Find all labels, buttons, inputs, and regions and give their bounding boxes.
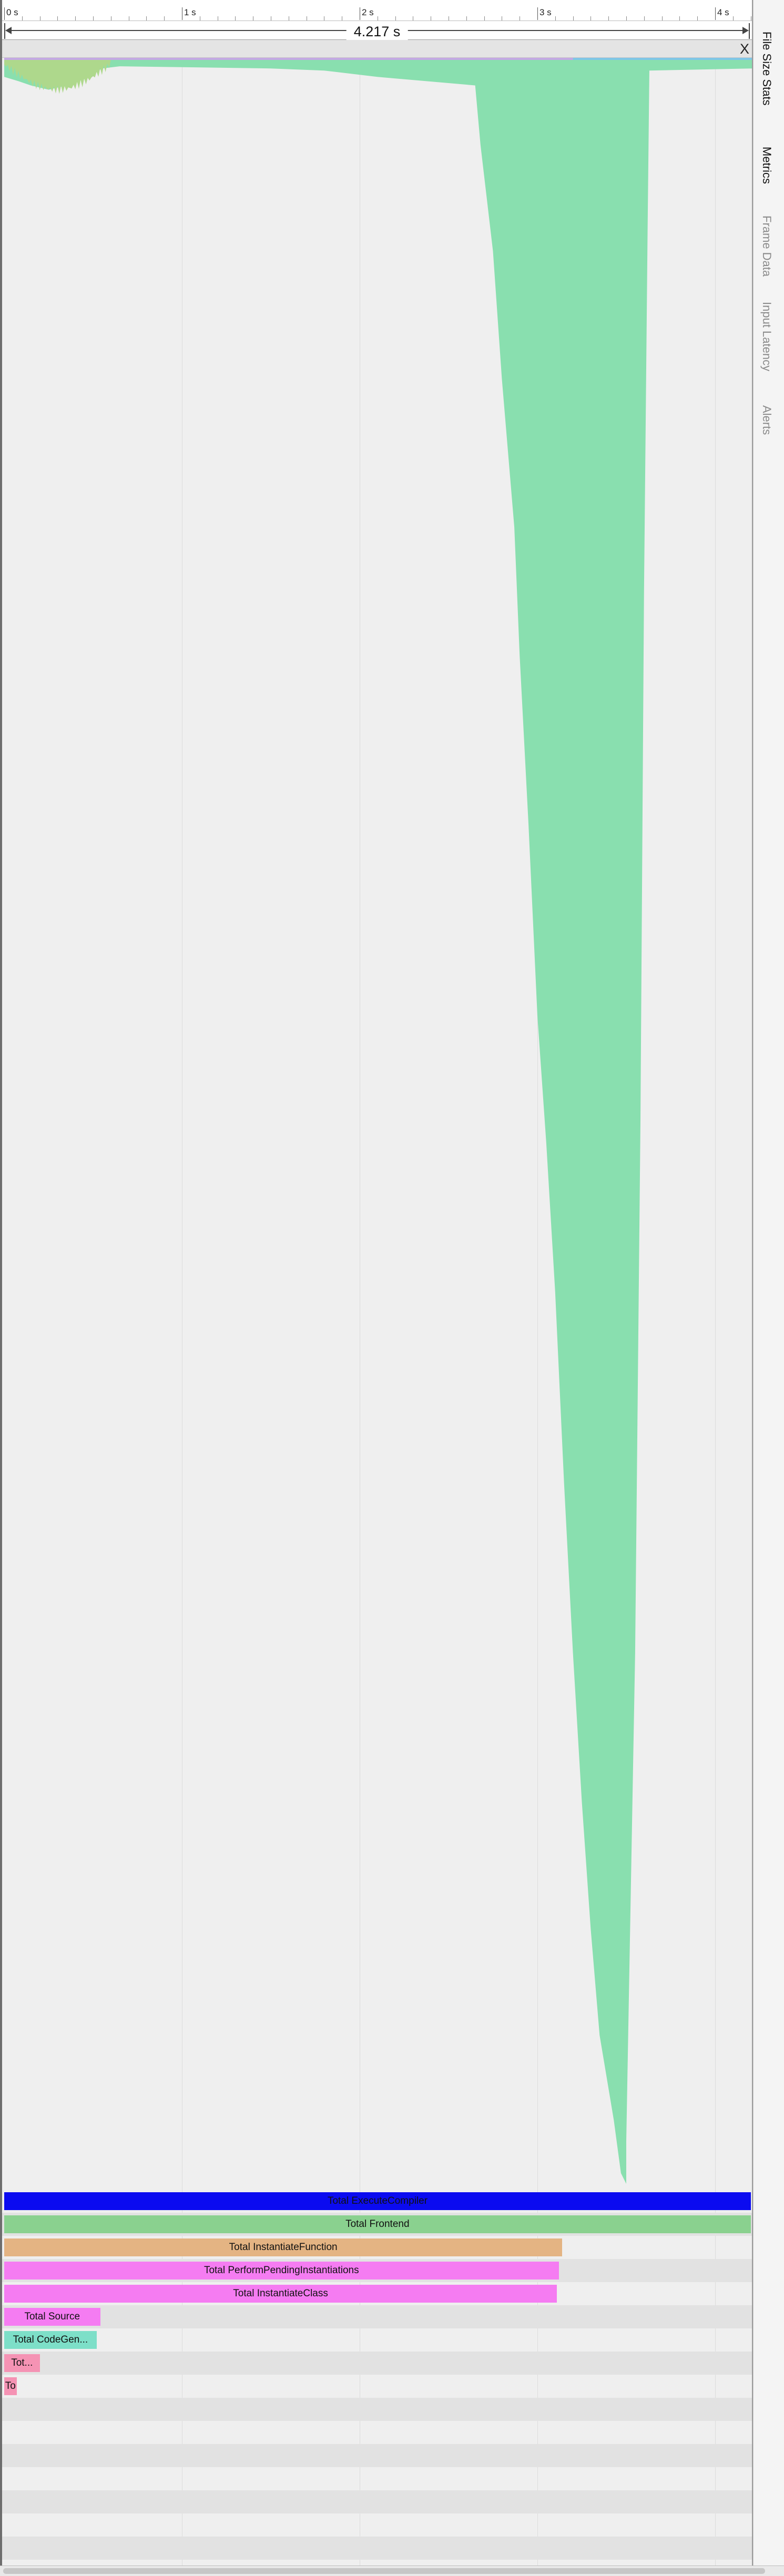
selection-strip: X	[2, 40, 752, 58]
slice-row: Total InstantiateFunction	[2, 2236, 752, 2259]
timeline-viewport[interactable]: 0 s 1 s 2 s 3 s 4 s 4.217 s X Total ExecuteC…	[0, 0, 753, 2565]
ruler-tick-label: 2 s	[362, 7, 374, 17]
ruler-minor-tick	[626, 16, 627, 21]
ruler-minor-tick	[484, 16, 485, 21]
ruler-minor-tick	[697, 16, 698, 21]
ruler-minor-tick	[164, 16, 165, 21]
ruler-major-tick	[537, 7, 538, 20]
ruler-minor-tick	[608, 16, 609, 21]
slice-row	[2, 2513, 752, 2537]
counter-top-band	[4, 58, 752, 60]
slice-row: Total CodeGen...	[2, 2328, 752, 2352]
range-left-edge	[4, 23, 5, 39]
counter-top-band-secondary	[573, 58, 752, 60]
slice-bar[interactable]: Total PerformPendingInstantiations	[4, 2262, 559, 2279]
slice-row: Total InstantiateClass	[2, 2282, 752, 2305]
grid-line	[537, 58, 538, 2565]
counter-early-series	[4, 60, 111, 94]
slice-row: Total PerformPendingInstantiations	[2, 2259, 752, 2282]
ruler-minor-tick	[146, 16, 147, 21]
range-right-arrow-icon	[742, 27, 749, 34]
ruler-tick-label: 1 s	[184, 7, 196, 17]
ruler-minor-tick	[57, 16, 58, 21]
slice-row	[2, 2537, 752, 2560]
slice-row: Tot...	[2, 2352, 752, 2375]
grid-line	[715, 58, 716, 2565]
slice-row: Total Frontend	[2, 2213, 752, 2236]
slice-bar[interactable]: Total InstantiateClass	[4, 2285, 557, 2303]
slice-row	[2, 2467, 752, 2490]
time-grid	[2, 58, 752, 2565]
horizontal-scrollbar[interactable]	[0, 2565, 784, 2576]
range-duration-label: 4.217 s	[346, 24, 408, 40]
sidebar-tab-input-latency[interactable]: Input Latency	[760, 302, 773, 372]
ruler-tick-label: 4 s	[717, 7, 729, 17]
ruler-tick-label: 0 s	[6, 7, 18, 17]
slice-bar[interactable]: To	[4, 2377, 17, 2395]
slice-row	[2, 2444, 752, 2467]
slice-bar[interactable]: Total InstantiateFunction	[4, 2238, 563, 2256]
slice-bar[interactable]: Tot...	[4, 2354, 40, 2372]
range-right-edge	[749, 23, 750, 39]
ruler-minor-tick	[644, 16, 645, 21]
counter-track-area	[4, 58, 752, 2184]
ruler-minor-tick	[466, 16, 467, 21]
slice-bar[interactable]: Total Frontend	[4, 2215, 751, 2233]
slice-row	[2, 2398, 752, 2421]
ruler-major-tick	[715, 7, 716, 20]
ruler-tick-label: 3 s	[539, 7, 552, 17]
ruler-minor-tick	[679, 16, 680, 21]
counter-area-series	[4, 60, 752, 2184]
sidebar-tab-frame-data[interactable]: Frame Data	[760, 216, 773, 277]
ruler-minor-tick	[235, 16, 236, 21]
slice-bar[interactable]: Total ExecuteCompiler	[4, 2192, 751, 2210]
ruler-minor-tick	[395, 16, 396, 21]
ruler-minor-tick	[590, 16, 592, 21]
slice-row	[2, 2490, 752, 2513]
selection-range-bar: 4.217 s	[2, 21, 752, 40]
sidebar-tab-file-size-stats[interactable]: File Size Stats	[760, 32, 773, 106]
ruler-minor-tick	[661, 16, 663, 21]
ruler-minor-tick	[573, 16, 574, 21]
ruler-major-tick	[4, 7, 5, 20]
scrollbar-thumb[interactable]	[3, 2568, 765, 2574]
slice-bar[interactable]: Total CodeGen...	[4, 2331, 97, 2349]
sidebar-tab-alerts[interactable]: Alerts	[760, 405, 773, 435]
ruler-minor-tick	[732, 16, 734, 21]
slice-row: To	[2, 2375, 752, 2398]
ruler-minor-tick	[555, 16, 556, 21]
slice-row: Total ExecuteCompiler	[2, 2190, 752, 2213]
ruler-minor-tick	[75, 16, 76, 21]
slice-row	[2, 2560, 752, 2565]
slice-bar[interactable]: Total Source	[4, 2308, 100, 2326]
slice-row	[2, 2421, 752, 2444]
sidebar: File Size Stats Metrics Frame Data Input La…	[753, 0, 784, 2565]
ruler-minor-tick	[22, 16, 23, 21]
close-selection-button[interactable]: X	[739, 41, 749, 57]
sidebar-tab-metrics[interactable]: Metrics	[760, 147, 773, 184]
slice-row: Total Source	[2, 2305, 752, 2328]
time-ruler[interactable]: 0 s 1 s 2 s 3 s 4 s	[2, 0, 752, 21]
ruler-minor-tick	[93, 16, 94, 21]
